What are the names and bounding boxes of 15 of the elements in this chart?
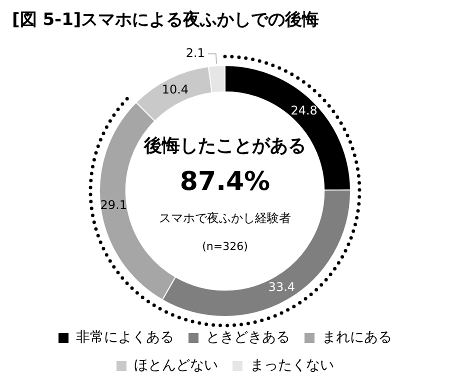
data-label: 2.1 xyxy=(186,46,205,60)
text: (n=326) xyxy=(202,240,248,253)
legend-label: ほとんどない xyxy=(134,358,218,374)
text: スマホで夜ふかし経験者 xyxy=(159,211,291,226)
text: 87.4% xyxy=(180,166,270,197)
data-label: 29.1 xyxy=(100,198,128,212)
data-label: 24.8 xyxy=(290,103,318,118)
legend-label: ときどきある xyxy=(206,330,290,346)
chart-title: [図 5-1]スマホによる夜ふかしでの後悔 xyxy=(12,9,320,31)
data-label: 33.4 xyxy=(268,280,296,294)
legend-label: まったくない xyxy=(250,358,334,374)
legend-label: 非常によくある xyxy=(76,330,174,346)
data-label: 10.4 xyxy=(162,82,189,96)
legend-label: まれにある xyxy=(322,330,392,346)
text: 後悔したことがある xyxy=(143,136,306,157)
